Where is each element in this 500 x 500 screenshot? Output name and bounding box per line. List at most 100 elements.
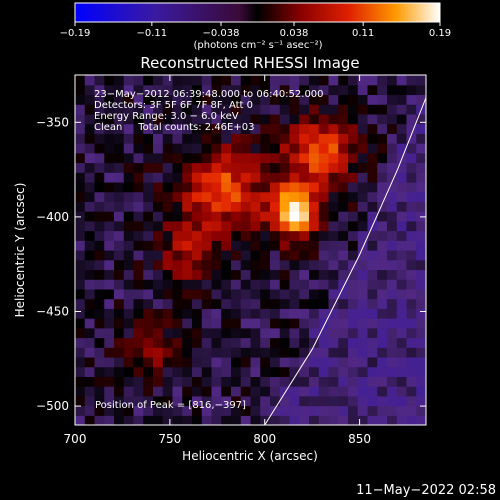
heatmap-cell <box>250 201 261 212</box>
heatmap-cell <box>348 113 359 125</box>
heatmap-cell <box>201 172 213 183</box>
heatmap-cell <box>309 143 320 154</box>
heatmap-cell <box>123 104 135 115</box>
heatmap-cell <box>94 191 105 202</box>
heatmap-cell <box>231 250 242 261</box>
heatmap-cell <box>289 347 300 358</box>
heatmap-cell <box>416 288 426 300</box>
heatmap-cell <box>201 327 213 339</box>
annotation-time-range: 23−May−2012 06:39:48.000 to 06:40:52.000 <box>94 89 324 100</box>
heatmap-cell <box>279 123 291 134</box>
heatmap-cell <box>240 298 252 309</box>
annotation-clean-counts: Clean Total counts: 2.46E+03 <box>94 122 254 133</box>
heatmap-cell <box>387 288 398 300</box>
heatmap-cell <box>387 405 398 416</box>
heatmap-cell <box>279 366 291 377</box>
heatmap-cell <box>406 162 417 173</box>
heatmap-cell <box>201 104 213 115</box>
heatmap-cell <box>231 84 242 96</box>
heatmap-cell <box>221 152 232 164</box>
heatmap-cell <box>396 113 408 125</box>
heatmap-cell <box>309 172 320 183</box>
heatmap-cell <box>84 288 96 300</box>
heatmap-cell <box>338 250 349 261</box>
heatmap-cell <box>396 337 408 348</box>
heatmap-cell <box>75 279 86 290</box>
heatmap-cell <box>289 181 300 193</box>
heatmap-cell <box>84 75 96 86</box>
heatmap-cell <box>104 279 115 290</box>
heatmap-cell <box>211 308 222 319</box>
heatmap-cell <box>153 220 164 232</box>
heatmap-cell <box>104 250 115 261</box>
heatmap-cell <box>104 240 115 251</box>
heatmap-cell <box>260 259 271 271</box>
heatmap-cell <box>377 220 388 232</box>
heatmap-cell <box>250 395 261 407</box>
heatmap-cell <box>172 181 183 193</box>
heatmap-cell <box>143 113 154 125</box>
heatmap-cell <box>357 133 369 144</box>
heatmap-cell <box>153 366 164 377</box>
heatmap-cell <box>279 240 291 251</box>
heatmap-cell <box>192 104 203 115</box>
heatmap-cell <box>279 279 291 290</box>
heatmap-cell <box>279 405 291 416</box>
heatmap-cell <box>84 94 96 105</box>
heatmap-cell <box>387 327 398 339</box>
heatmap-cell <box>387 308 398 319</box>
heatmap-cell <box>114 201 125 212</box>
heatmap-cell <box>309 191 320 202</box>
heatmap-cell <box>348 405 359 416</box>
heatmap-cell <box>162 230 174 241</box>
heatmap-cell <box>338 347 349 358</box>
heatmap-cell <box>416 181 426 193</box>
heatmap-cell <box>162 337 174 348</box>
heatmap-cell <box>348 356 359 368</box>
heatmap-cell <box>318 327 330 339</box>
heatmap-cell <box>153 201 164 212</box>
heatmap-cell <box>270 133 281 144</box>
heatmap-cell <box>328 240 339 251</box>
heatmap-cell <box>94 327 105 339</box>
heatmap-cell <box>84 84 96 96</box>
heatmap-cell <box>338 288 349 300</box>
heatmap-cell <box>123 84 135 96</box>
heatmap-cell <box>114 84 125 96</box>
heatmap-cell <box>211 133 222 144</box>
heatmap-cell <box>153 356 164 368</box>
heatmap-cell <box>153 337 164 348</box>
heatmap-cell <box>123 415 135 425</box>
heatmap-cell <box>328 133 339 144</box>
heatmap-cell <box>143 211 154 222</box>
heatmap-cell <box>114 230 125 241</box>
heatmap-cell <box>153 75 164 86</box>
heatmap-cell <box>182 220 193 232</box>
colorbar-unit-label: (photons cm⁻² s⁻¹ asec⁻²) <box>193 40 322 51</box>
x-tick-label: 750 <box>158 432 181 446</box>
heatmap-cell <box>104 94 115 105</box>
y-tick-label: −350 <box>36 115 69 129</box>
heatmap-cell <box>153 191 164 202</box>
heatmap-cell <box>104 337 115 348</box>
heatmap-cell <box>182 415 193 425</box>
heatmap-cell <box>250 347 261 358</box>
heatmap-cell <box>240 113 252 125</box>
heatmap-cell <box>289 240 300 251</box>
heatmap-cell <box>357 327 369 339</box>
heatmap-cell <box>270 240 281 251</box>
heatmap-cell <box>231 288 242 300</box>
heatmap-cell <box>416 376 426 387</box>
heatmap-cell <box>211 356 222 368</box>
heatmap-cell <box>367 405 378 416</box>
heatmap-cell <box>221 123 232 134</box>
heatmap-cell <box>114 347 125 358</box>
heatmap-cell <box>357 347 369 358</box>
heatmap-cell <box>367 191 378 202</box>
heatmap-cell <box>211 279 222 290</box>
heatmap-cell <box>357 356 369 368</box>
heatmap-cell <box>192 75 203 86</box>
heatmap-cell <box>162 259 174 271</box>
heatmap-cell <box>338 298 349 309</box>
heatmap-cell <box>270 337 281 348</box>
